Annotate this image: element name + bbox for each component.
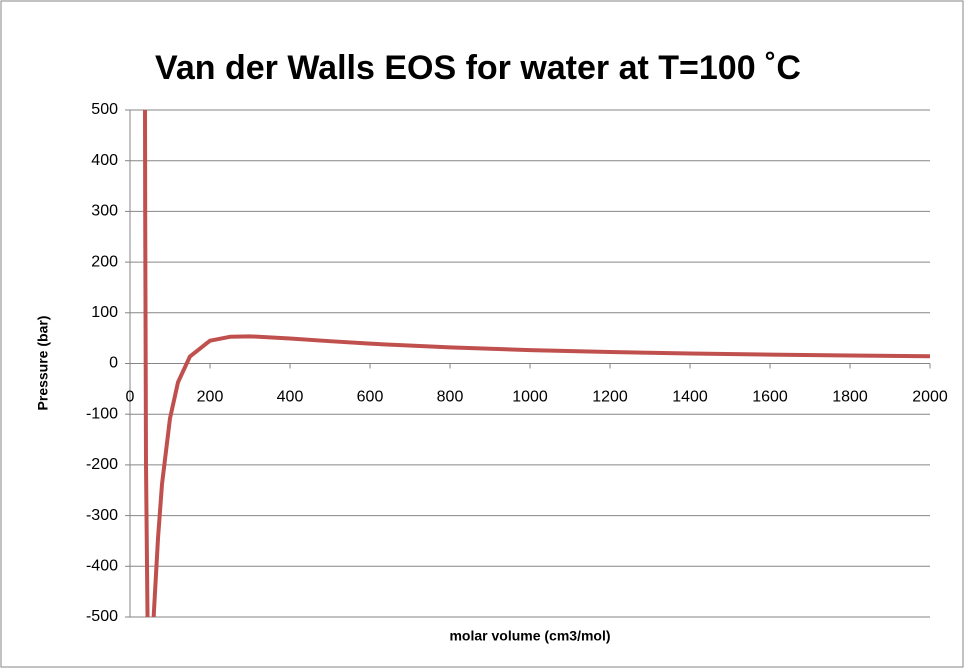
data-line — [143, 110, 930, 617]
y-tick-label: 400 — [91, 152, 118, 169]
x-tick-label: 600 — [357, 389, 384, 406]
x-tick-label: 1000 — [512, 389, 548, 406]
y-tick-label: -100 — [86, 405, 118, 422]
y-tick-label: -300 — [86, 507, 118, 524]
y-tick-label: -400 — [86, 558, 118, 575]
y-tick-label: 100 — [91, 304, 118, 321]
x-tick-label: 1400 — [672, 389, 708, 406]
y-tick-label: -500 — [86, 608, 118, 625]
y-tick-label: 0 — [109, 355, 118, 372]
x-tick-label: 2000 — [912, 389, 948, 406]
x-tick-label: 800 — [437, 389, 464, 406]
x-tick-label: 1600 — [752, 389, 788, 406]
x-tick-label: 200 — [197, 389, 224, 406]
y-axis-title: Pressure (bar) — [35, 316, 51, 411]
y-tick-label: 200 — [91, 253, 118, 270]
x-tick-label: 1200 — [592, 389, 628, 406]
chart-title: Van der Walls EOS for water at T=100 ˚C — [155, 49, 801, 87]
x-tick-label: 400 — [277, 389, 304, 406]
x-axis-title: molar volume (cm3/mol) — [449, 628, 610, 644]
x-tick-label: 0 — [126, 389, 135, 406]
x-tick-label: 1800 — [832, 389, 868, 406]
y-tick-label: 300 — [91, 203, 118, 220]
y-tick-label: 500 — [91, 101, 118, 118]
y-tick-label: -200 — [86, 456, 118, 473]
